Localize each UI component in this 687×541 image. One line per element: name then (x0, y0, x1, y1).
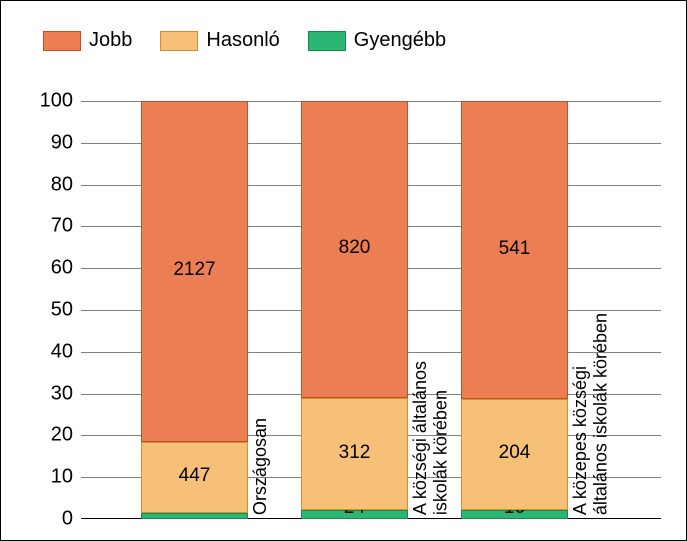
y-tick-label: 20 (51, 424, 81, 447)
bar: 24312820 (301, 101, 408, 519)
y-tick-label: 100 (40, 90, 81, 113)
legend-swatch-hasonlo (160, 31, 198, 51)
y-tick-label: 40 (51, 340, 81, 363)
legend-label-jobb: Jobb (89, 29, 132, 52)
legend-label-hasonlo: Hasonló (206, 29, 279, 52)
y-tick-label: 80 (51, 173, 81, 196)
y-tick-label: 90 (51, 131, 81, 154)
segment-value-label: 204 (461, 442, 568, 464)
segment-value-label: 2127 (141, 259, 248, 281)
legend-item-hasonlo: Hasonló (160, 29, 279, 52)
y-tick-label: 10 (51, 466, 81, 489)
segment-value-label: 820 (301, 237, 408, 259)
legend-item-jobb: Jobb (43, 29, 132, 52)
y-tick-label: 70 (51, 215, 81, 238)
bar: 384472127 (141, 101, 248, 519)
legend-label-gyengebb: Gyengébb (354, 29, 446, 52)
y-tick-label: 30 (51, 382, 81, 405)
stacked-bar-chart: Jobb Hasonló Gyengébb 0 10 20 30 40 50 60 70 80 9… (0, 0, 687, 541)
segment-value-label: 312 (301, 442, 408, 464)
category-label: A közepes községiáltalános iskolák köréb… (570, 313, 611, 515)
segment-value-label: 447 (141, 465, 248, 487)
segment-value-label: 541 (461, 238, 568, 260)
category-label: A községi általánosiskolák körében (410, 361, 451, 515)
y-tick-label: 50 (51, 299, 81, 322)
legend-swatch-gyengebb (308, 31, 346, 51)
legend-item-gyengebb: Gyengébb (308, 29, 446, 52)
plot-area: 0102030405060708090100384472127Országosa… (81, 101, 661, 519)
category-label: Országosan (250, 418, 271, 515)
legend: Jobb Hasonló Gyengébb (43, 29, 446, 52)
bar: 16204541 (461, 101, 568, 519)
y-tick-label: 0 (62, 508, 81, 531)
y-tick-label: 60 (51, 257, 81, 280)
legend-swatch-jobb (43, 31, 81, 51)
